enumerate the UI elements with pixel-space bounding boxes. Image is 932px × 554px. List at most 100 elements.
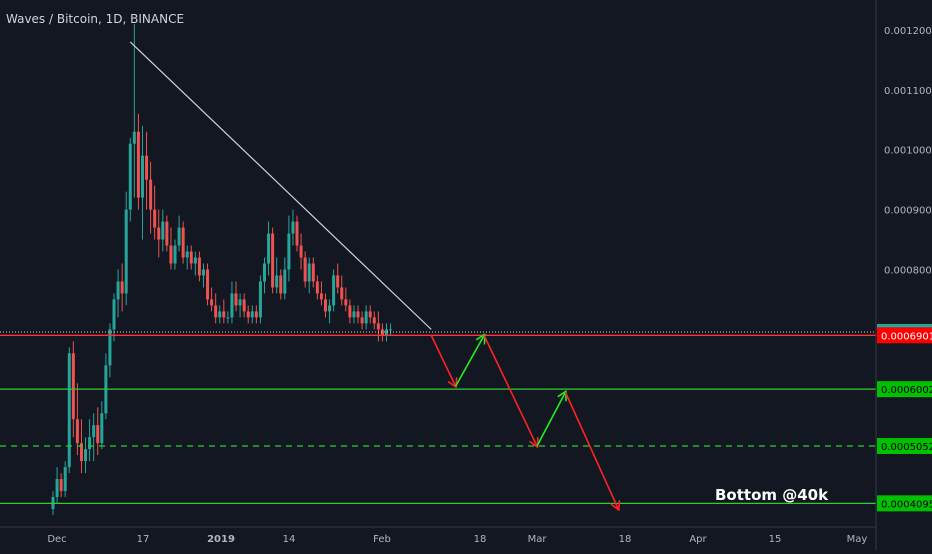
candle-body	[59, 479, 63, 492]
candle-body	[291, 221, 295, 234]
candle	[246, 305, 250, 324]
candle-body	[128, 143, 132, 210]
candle-body	[356, 311, 360, 318]
candle	[112, 293, 116, 342]
candle-body	[311, 263, 315, 282]
candle	[319, 281, 323, 306]
candle-body	[384, 329, 388, 336]
candle	[189, 245, 193, 270]
candle	[295, 215, 299, 252]
candle-body	[336, 275, 340, 288]
candle-body	[145, 155, 149, 180]
candle	[214, 293, 218, 324]
time-axis[interactable]: Dec 17 2019 14 Feb 18 Mar 18 Apr 15 May	[47, 534, 867, 545]
candle-body	[165, 221, 169, 246]
candle-body	[328, 305, 332, 312]
chart-title: Waves / Bitcoin, 1D, BINANCE	[6, 12, 185, 26]
candle	[206, 263, 210, 306]
candle	[352, 305, 356, 324]
candle	[336, 263, 340, 294]
candle-body	[140, 155, 144, 198]
candle-body	[100, 413, 104, 444]
candle	[153, 185, 157, 240]
candle	[181, 221, 185, 264]
candle-body	[88, 437, 92, 450]
candle	[360, 311, 364, 330]
candle	[299, 233, 303, 270]
candle-body	[295, 221, 299, 246]
candle	[250, 305, 254, 324]
candle-body	[275, 275, 279, 288]
candle	[124, 191, 128, 306]
candle	[59, 473, 63, 498]
candle	[303, 251, 307, 288]
candle-body	[380, 329, 384, 336]
candle-body	[234, 293, 238, 306]
candle	[258, 275, 262, 324]
candle	[63, 461, 67, 498]
candle	[311, 257, 315, 288]
price-badge: 0.0006002	[877, 381, 932, 398]
candle-body	[96, 425, 100, 444]
candle	[55, 467, 59, 504]
candle	[100, 401, 104, 450]
candle-body	[344, 299, 348, 306]
candle	[356, 305, 360, 324]
candle-body	[348, 305, 352, 318]
candle	[136, 113, 140, 210]
candle-body	[254, 311, 258, 318]
candle	[275, 257, 279, 294]
price-badge-label: 0.0006901	[881, 331, 932, 342]
candle-body	[364, 311, 368, 324]
candle-body	[299, 245, 303, 258]
candle-body	[63, 467, 67, 492]
candle-body	[55, 479, 59, 498]
candle-body	[136, 131, 140, 198]
x-tick-label: 18	[619, 534, 632, 545]
candle	[372, 311, 376, 330]
lines-layer	[0, 41, 876, 504]
candle	[92, 413, 96, 462]
y-tick-label: 0.0008000	[884, 265, 932, 276]
candle	[165, 215, 169, 252]
candle-body	[157, 227, 161, 240]
candle	[254, 305, 258, 324]
candle-body	[177, 227, 181, 246]
candle	[230, 281, 234, 324]
candle	[332, 269, 336, 312]
candle-body	[124, 209, 128, 294]
candle	[218, 305, 222, 324]
bottom-annotation: Bottom @40k	[715, 486, 829, 504]
candle	[340, 275, 344, 306]
candle	[197, 251, 201, 282]
candle-body	[250, 311, 254, 318]
candle-body	[161, 221, 165, 240]
candle-body	[230, 293, 234, 318]
x-tick-label: 2019	[207, 534, 235, 545]
trendline	[129, 41, 432, 330]
x-tick-label: 14	[283, 534, 296, 545]
candle-body	[246, 311, 250, 318]
candle-body	[307, 263, 311, 282]
candle	[120, 263, 124, 312]
candle-body	[132, 131, 136, 144]
candle-body	[67, 353, 71, 468]
candle	[169, 227, 173, 270]
candle-body	[360, 317, 364, 324]
price-badge-bg	[877, 438, 932, 455]
x-tick-label: 17	[137, 534, 150, 545]
candle-body	[206, 269, 210, 300]
projection-arrow-down	[430, 335, 455, 386]
candle	[67, 347, 71, 474]
candle	[140, 125, 144, 240]
candle-body	[315, 281, 319, 294]
candle-body	[258, 281, 262, 318]
candle-body	[92, 425, 96, 438]
candle	[287, 215, 291, 282]
candle	[376, 311, 380, 342]
candle-body	[112, 299, 116, 330]
price-badge-label: 0.0006002	[881, 385, 932, 396]
candle-body	[226, 317, 230, 319]
